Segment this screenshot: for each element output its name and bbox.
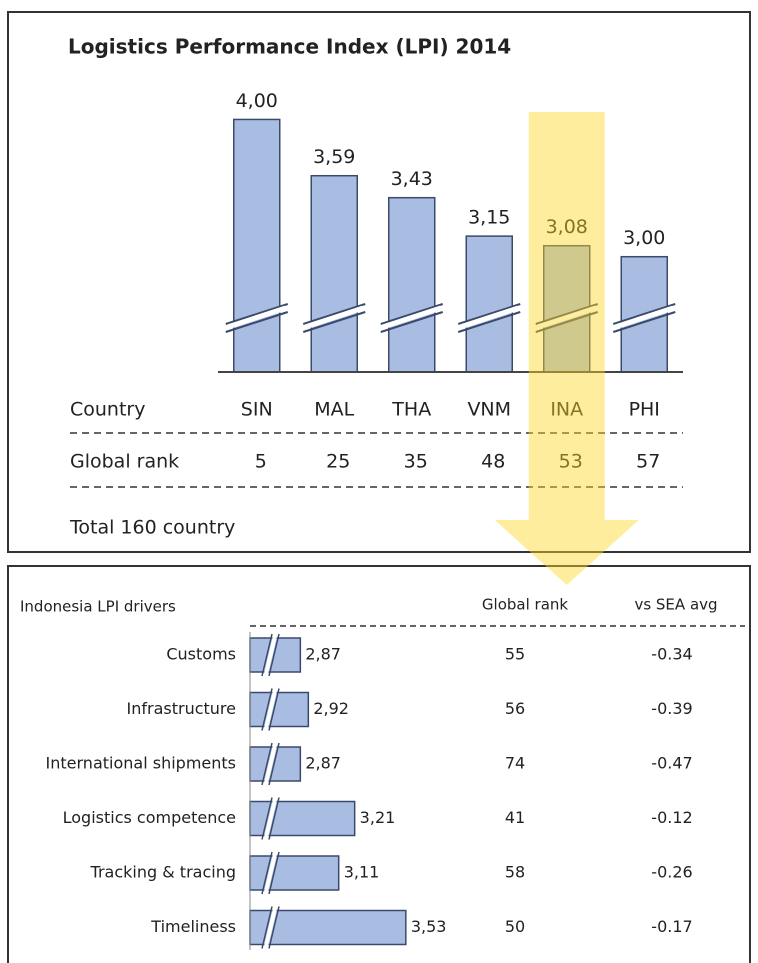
rank: 25: [326, 451, 350, 473]
note: Total 160 country: [69, 517, 235, 539]
x-tick-label: MAL: [314, 399, 354, 421]
x-tick-label: THA: [391, 399, 431, 421]
axis-break: [261, 633, 280, 677]
axis-break-gap: [264, 908, 277, 947]
axis-break-gap: [264, 690, 277, 729]
rank: 58: [505, 863, 525, 882]
rank: 50: [505, 917, 525, 936]
axis-break: [261, 688, 280, 731]
category-label: Logistics competence: [63, 808, 236, 827]
x-tick-label: VNM: [467, 399, 511, 421]
value-label: 2,87: [305, 645, 341, 664]
category-label: Tracking & tracing: [90, 863, 236, 882]
x-tick-label: PHI: [629, 399, 660, 421]
vs-sea-avg: -0.26: [651, 863, 692, 882]
value-label: 3,11: [344, 863, 380, 882]
value-label: 3,53: [411, 917, 447, 936]
rank: 57: [636, 451, 660, 473]
axis-break: [261, 906, 280, 949]
axis-break-gap: [304, 305, 365, 330]
axis-break: [612, 303, 676, 333]
axis-break: [225, 303, 289, 333]
rank: 48: [481, 451, 505, 473]
axis-break-gap: [264, 744, 277, 784]
axis-break-gap: [226, 305, 287, 330]
axis-break-gap: [264, 635, 277, 675]
value-label: 3,00: [623, 227, 665, 249]
axis-break-gap: [614, 305, 675, 330]
panel-title: Indonesia LPI drivers: [20, 598, 176, 616]
bar: [310, 174, 358, 373]
value-label: 3,15: [468, 207, 510, 229]
value-label: 3,43: [391, 168, 433, 190]
bar: [388, 196, 436, 373]
axis-break-gap: [459, 305, 520, 330]
axis-break-gap: [264, 853, 277, 893]
row-label: Global rank: [70, 451, 179, 473]
axis-break-gap: [536, 305, 597, 330]
rank: 41: [505, 808, 525, 827]
bar: [465, 235, 513, 373]
axis-break: [261, 797, 280, 840]
rank: 74: [505, 754, 525, 773]
bar: [249, 691, 310, 728]
rank: 53: [559, 451, 583, 473]
rank: 35: [404, 451, 428, 473]
axis-break: [261, 851, 280, 895]
column-header: Global rank: [482, 596, 568, 614]
category-label: Timeliness: [150, 917, 236, 936]
axis-break: [535, 303, 599, 333]
top-panel: [7, 11, 751, 553]
axis-break: [261, 742, 280, 786]
axis-break-gap: [381, 305, 442, 330]
axis-break: [457, 303, 521, 333]
vs-sea-avg: -0.47: [651, 754, 692, 773]
value-label: 4,00: [236, 90, 278, 112]
rank: 55: [505, 645, 525, 664]
highlight-arrow: [494, 112, 639, 585]
row-label: Country: [70, 399, 145, 421]
value-label: 3,21: [360, 808, 396, 827]
rank: 56: [505, 699, 525, 718]
axis-break: [302, 303, 366, 333]
chart-title: Logistics Performance Index (LPI) 2014: [68, 35, 511, 59]
axis-break-gap: [264, 799, 277, 838]
rank: 5: [255, 451, 267, 473]
vs-sea-avg: -0.12: [651, 808, 692, 827]
bar: [249, 855, 340, 891]
value-label: 3,59: [313, 146, 355, 168]
bar: [233, 118, 281, 373]
value-label: 2,92: [313, 699, 349, 718]
axis-break: [380, 303, 444, 333]
vs-sea-avg: -0.34: [651, 645, 692, 664]
category-label: International shipments: [46, 754, 236, 773]
value-label: 2,87: [305, 754, 341, 773]
x-tick-label: INA: [550, 399, 583, 421]
column-header: vs SEA avg: [634, 596, 717, 614]
category-label: Customs: [166, 645, 236, 664]
bottom-panel: [7, 565, 751, 963]
vs-sea-avg: -0.17: [651, 917, 692, 936]
category-label: Infrastructure: [127, 699, 236, 718]
x-tick-label: SIN: [241, 399, 273, 421]
vs-sea-avg: -0.39: [651, 699, 692, 718]
value-label: 3,08: [546, 216, 588, 238]
